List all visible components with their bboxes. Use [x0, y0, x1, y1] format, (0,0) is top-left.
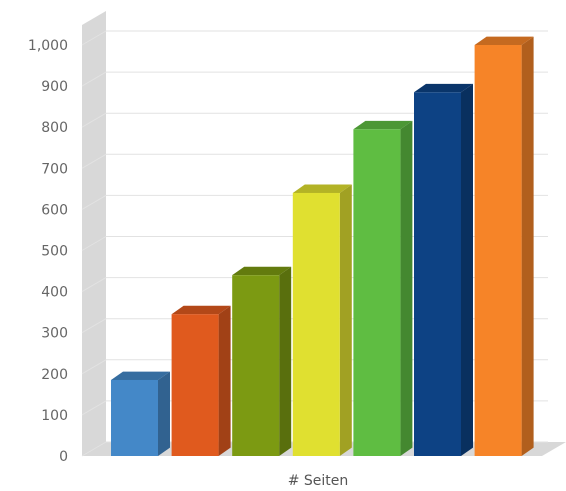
bar-side	[461, 83, 473, 457]
y-tick-label: 600	[41, 202, 68, 218]
bar-side	[158, 371, 170, 456]
bar-side	[218, 305, 231, 456]
y-tick-label: 900	[41, 79, 68, 95]
bar-front	[292, 192, 340, 456]
gridline-diagonal	[81, 153, 107, 169]
y-tick-label: 200	[41, 367, 68, 383]
bars	[111, 36, 534, 457]
bar	[414, 83, 473, 457]
bar	[111, 371, 170, 456]
y-tick-label: 700	[41, 161, 68, 177]
bar-top	[171, 305, 231, 315]
bar-top	[474, 36, 534, 45]
bar-top	[232, 266, 292, 276]
y-axis-ticks: 0 100 200 300 400 500 600 700 800 900 1,000	[28, 38, 68, 465]
gridline-diagonal	[81, 400, 107, 416]
y-tick-label: 400	[41, 285, 68, 301]
bar-front	[171, 314, 219, 456]
bar-top	[414, 83, 473, 93]
bar-side	[339, 184, 352, 456]
gridline-diagonal	[81, 359, 107, 375]
bar-front	[414, 92, 461, 456]
bar-front	[353, 129, 401, 456]
gridline-diagonal	[81, 112, 107, 128]
bar-front	[111, 379, 158, 456]
bar-top	[111, 371, 170, 380]
gridline-diagonal	[81, 441, 107, 457]
bar-side	[521, 36, 534, 456]
bar-side	[279, 266, 292, 456]
bar-side	[400, 120, 413, 456]
y-tick-label: 800	[41, 120, 68, 136]
x-axis-label: # Seiten	[288, 473, 349, 489]
gridline-diagonal	[81, 236, 107, 251]
bar-top	[353, 120, 413, 130]
y-tick-label: 1,000	[28, 38, 68, 54]
bar	[474, 36, 534, 456]
bar-front	[474, 45, 522, 456]
bar-front	[232, 275, 280, 456]
gridline-diagonal	[81, 277, 107, 293]
bar-top	[292, 184, 352, 193]
y-tick-label: 0	[59, 449, 68, 465]
y-tick-label: 500	[41, 244, 68, 260]
gridline-diagonal	[81, 194, 107, 210]
bar	[292, 184, 352, 456]
gridline-diagonal	[81, 30, 107, 46]
bar	[353, 120, 413, 456]
bar	[171, 305, 231, 456]
bar	[232, 266, 292, 456]
y-tick-label: 100	[41, 408, 68, 424]
gridline-diagonal	[81, 71, 107, 87]
left-wall	[82, 11, 106, 456]
gridline-diagonal	[81, 318, 107, 334]
y-tick-label: 300	[41, 326, 68, 342]
